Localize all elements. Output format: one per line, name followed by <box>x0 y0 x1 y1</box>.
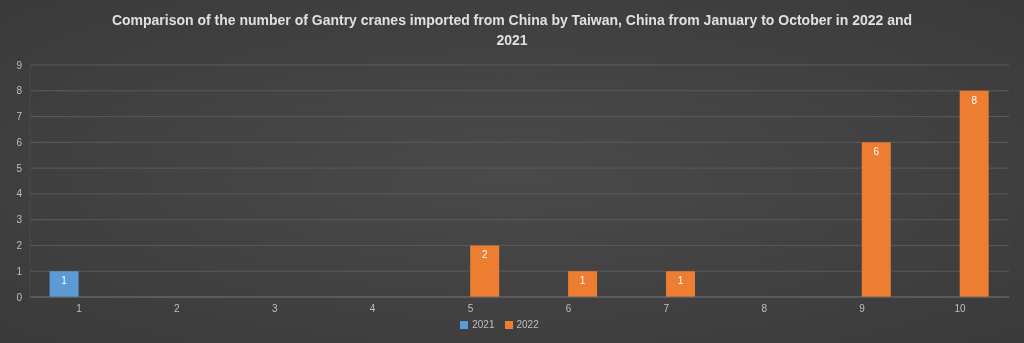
svg-text:6: 6 <box>566 303 572 314</box>
svg-text:8: 8 <box>761 303 767 314</box>
svg-text:5: 5 <box>16 163 22 174</box>
svg-text:2: 2 <box>16 240 22 251</box>
svg-text:2: 2 <box>174 303 180 314</box>
svg-text:9: 9 <box>859 303 865 314</box>
svg-text:4: 4 <box>16 188 22 199</box>
svg-text:6: 6 <box>16 137 22 148</box>
svg-text:1: 1 <box>76 303 82 314</box>
svg-text:4: 4 <box>370 303 376 314</box>
svg-text:5: 5 <box>468 303 474 314</box>
svg-text:1: 1 <box>678 275 684 286</box>
svg-text:0: 0 <box>16 292 22 303</box>
svg-text:3: 3 <box>16 214 22 225</box>
svg-text:8: 8 <box>971 95 977 106</box>
svg-text:10: 10 <box>954 303 966 314</box>
svg-text:3: 3 <box>272 303 278 314</box>
svg-text:8: 8 <box>16 85 22 96</box>
svg-text:6: 6 <box>873 146 879 157</box>
svg-text:7: 7 <box>664 303 670 314</box>
svg-text:1: 1 <box>16 266 22 277</box>
html-text:2022: 2022 <box>516 319 539 330</box>
svg-text:7: 7 <box>16 111 22 122</box>
html-text:Comparison of the number of Ga: Comparison of the number of Gantry crane… <box>111 12 913 48</box>
svg-text:1: 1 <box>61 275 67 286</box>
html-text:2021: 2021 <box>472 319 495 330</box>
svg-text:9: 9 <box>16 60 22 71</box>
svg-text:2: 2 <box>482 249 488 260</box>
svg-text:1: 1 <box>580 275 586 286</box>
